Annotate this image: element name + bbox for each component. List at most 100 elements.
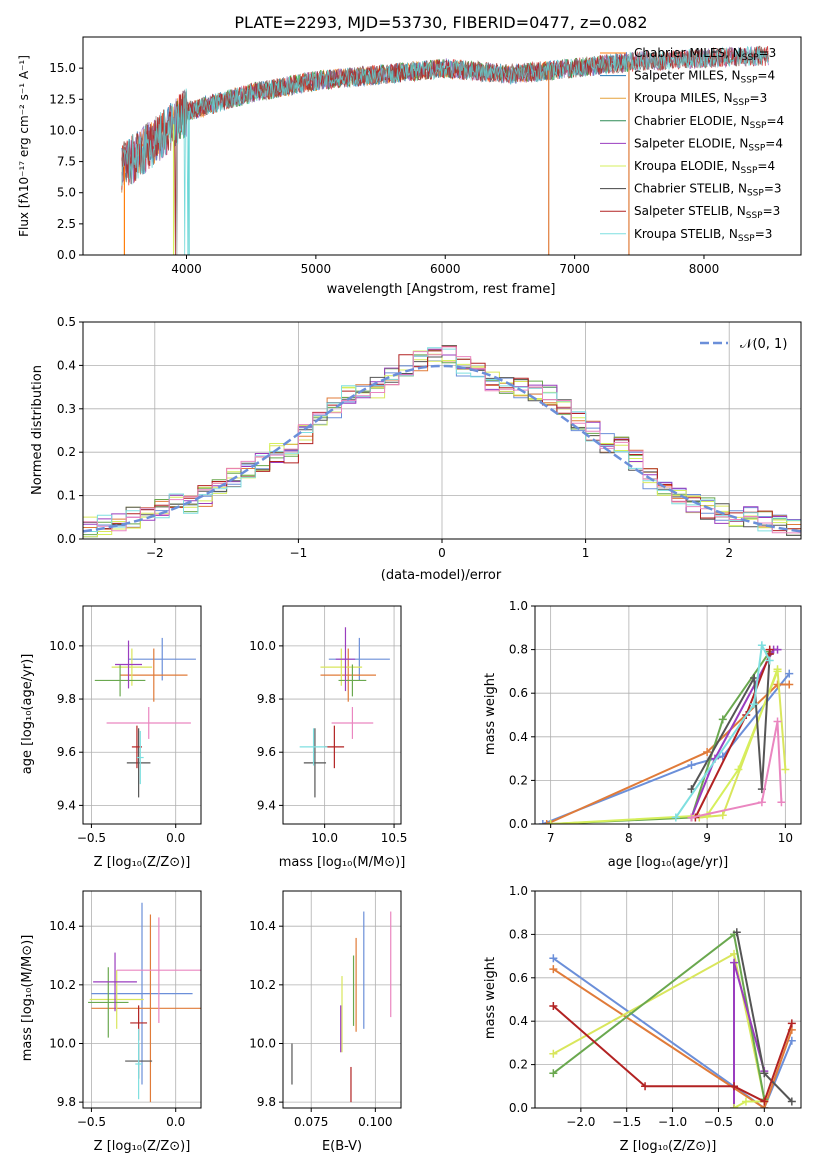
y-tick-label: 10.2 — [249, 978, 276, 992]
plot-area — [121, 45, 769, 255]
y-tick-label: 0.0 — [509, 1101, 528, 1115]
series-line — [552, 952, 766, 1100]
plot-area — [291, 911, 392, 1103]
plot-area — [94, 637, 196, 798]
legend-subscript: SSP — [733, 98, 750, 108]
legend-value: =4 — [766, 114, 784, 128]
x-tick-label: −1.5 — [612, 1115, 641, 1129]
x-tick-label: 0.0 — [755, 1115, 774, 1129]
series-marker — [549, 965, 558, 974]
legend-label: Kroupa MILES, NSSP=3 — [634, 91, 767, 108]
y-tick-label: 10.0 — [249, 1036, 276, 1050]
y-tick-label: 0.0 — [509, 817, 528, 831]
y-tick-label: 10.4 — [49, 919, 76, 933]
y-tick-label: 0.8 — [509, 927, 528, 941]
x-tick-label: 9 — [703, 831, 711, 845]
mass-vs-extinction-panel: 0.075 0.100 9.8 10.0 10.2 10.4 — [249, 890, 402, 1129]
spectrum-ylabel: Flux [fλ10⁻¹⁷ erg cm⁻² s⁻¹ A⁻¹] — [17, 55, 31, 237]
axes-frame — [82, 36, 802, 256]
x-tick-label: 0.0 — [166, 1115, 185, 1129]
weight-vs-age-ylabel: mass weight — [483, 673, 498, 755]
legend-value: =3 — [764, 182, 782, 196]
y-tick-label: 2.5 — [57, 217, 76, 231]
x-tick-label: 6000 — [430, 262, 461, 276]
legend-subscript: SSP — [746, 211, 763, 221]
legend-label: Chabrier ELODIE, NSSP=4 — [634, 114, 784, 131]
x-tick-label: 10 — [778, 831, 793, 845]
legend-value: =4 — [765, 136, 783, 150]
series-marker — [542, 820, 551, 824]
weight-vs-age-panel: 7 8 9 10 0.0 0.2 0.4 0.6 0.8 1.0 — [509, 599, 802, 845]
series-marker — [750, 700, 759, 709]
y-tick-label: 10.2 — [49, 978, 76, 992]
y-tick-label: 0.5 — [57, 315, 76, 329]
plot-area — [88, 902, 201, 1103]
plot-area — [83, 345, 801, 538]
y-tick-label: 9.8 — [257, 1095, 276, 1109]
y-tick-label: 15.0 — [49, 61, 76, 75]
series-line — [674, 641, 771, 819]
x-tick-label: 2 — [725, 546, 733, 560]
legend-subscript: SSP — [747, 189, 764, 199]
x-tick-label: −0.5 — [77, 831, 106, 845]
x-tick-label: 5000 — [301, 262, 332, 276]
age-vs-mass-panel: 10.0 10.5 9.4 9.6 9.8 10.0 — [249, 605, 408, 845]
legend-subscript: SSP — [741, 76, 758, 86]
age-vs-metallicity-panel: −0.5 0.0 9.4 9.6 9.8 10.0 — [49, 605, 202, 845]
legend-label: Kroupa STELIB, NSSP=3 — [634, 227, 772, 244]
legend-value: =3 — [759, 46, 777, 60]
series-marker — [703, 748, 712, 757]
x-tick-label: 10.5 — [381, 831, 408, 845]
x-tick-label: 0.075 — [294, 1115, 328, 1129]
histogram-panel: −2 −1 0 1 2 0.0 0.1 0.2 0.3 0.4 0.5 𝒩(0, 1) — [57, 315, 802, 560]
axes-frame — [82, 890, 202, 1109]
axes-frame — [534, 605, 802, 825]
x-tick-label: 4000 — [171, 262, 202, 276]
series-line — [690, 653, 771, 790]
weight-vs-age-xlabel: age [log₁₀(age/yr)] — [608, 855, 729, 870]
series-marker — [773, 717, 782, 726]
age-vs-metallicity-ylabel: age [log₁₀(age/yr)] — [20, 654, 35, 775]
x-tick-label: 8000 — [689, 262, 720, 276]
legend-label: 𝒩(0, 1) — [740, 337, 787, 352]
y-tick-label: 0.8 — [509, 643, 528, 657]
series-marker — [773, 645, 782, 654]
legend-subscript: SSP — [750, 121, 767, 131]
x-tick-label: 10.0 — [311, 831, 338, 845]
spectrum-xlabel: wavelength [Angstrom, rest frame] — [327, 282, 556, 297]
series-marker — [760, 1069, 769, 1078]
series-marker — [641, 1082, 650, 1091]
age-vs-metallicity-xlabel: Z [log₁₀(Z/Z⊙)] — [94, 855, 191, 870]
x-tick-label: −0.5 — [77, 1115, 106, 1129]
series-marker — [718, 811, 727, 820]
legend-label: Kroupa ELODIE, NSSP=4 — [634, 159, 775, 176]
series-marker — [777, 798, 786, 807]
mass-vs-metallicity-xlabel: Z [log₁₀(Z/Z⊙)] — [94, 1139, 191, 1154]
x-tick-label: −2 — [146, 546, 164, 560]
series-marker — [687, 761, 696, 770]
legend-label: Salpeter MILES, NSSP=4 — [634, 69, 775, 86]
series-marker — [781, 765, 790, 774]
series-line — [552, 932, 766, 1100]
series-line — [733, 962, 766, 1108]
series-marker — [718, 715, 727, 724]
legend-subscript: SSP — [738, 234, 755, 244]
series-marker — [732, 928, 741, 937]
y-tick-label: 10.0 — [249, 639, 276, 653]
series-marker — [757, 798, 766, 807]
y-tick-label: 9.8 — [57, 692, 76, 706]
legend-subscript: SSP — [742, 53, 759, 63]
axes-frame — [282, 605, 402, 825]
series-marker — [538, 820, 547, 824]
y-tick-label: 9.8 — [57, 1095, 76, 1109]
series-marker — [687, 813, 696, 822]
x-tick-label: 7000 — [559, 262, 590, 276]
gaussian-curve — [83, 364, 801, 533]
legend-value: =4 — [757, 69, 775, 83]
axes-frame — [534, 890, 802, 1109]
histogram-xlabel: (data-model)/error — [381, 568, 502, 583]
axes-frame — [282, 890, 402, 1109]
legend-subscript: SSP — [741, 166, 758, 176]
y-tick-label: 0.6 — [509, 971, 528, 985]
y-tick-label: 0.0 — [57, 248, 76, 262]
